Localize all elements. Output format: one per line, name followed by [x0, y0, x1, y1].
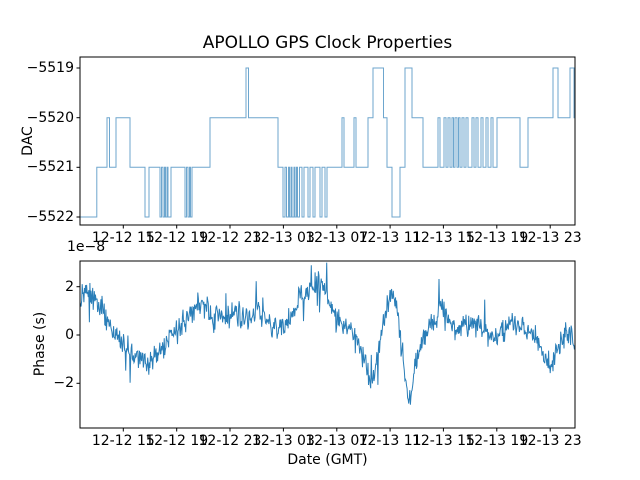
x-tick-label-top: 12-13 11	[358, 230, 422, 246]
x-tick-label-bottom: 12-13 11	[358, 433, 422, 449]
x-tick-label-bottom: 12-12 23	[198, 433, 262, 449]
dac-axis-label: DAC	[20, 126, 36, 156]
dac-series-line	[80, 67, 575, 218]
x-tick-label-bottom: 12-13 07	[305, 433, 369, 449]
x-tick-label-top: 12-13 03	[251, 230, 315, 246]
phase-series-line	[80, 262, 575, 405]
x-tick-label-top: 12-13 07	[305, 230, 369, 246]
phase-tick-label: 0	[65, 327, 74, 343]
x-tick-label-bottom: 12-13 03	[251, 433, 315, 449]
x-tick-label-top: 12-12 19	[145, 230, 209, 246]
phase-tick-label: −2	[53, 375, 74, 392]
x-tick-label-top: 12-13 23	[518, 230, 582, 246]
x-tick-label-bottom: 12-13 15	[411, 433, 475, 449]
dac-tick-label: −5521	[26, 159, 74, 176]
x-tick-label-bottom: 12-12 19	[145, 433, 209, 449]
plot-title: APOLLO GPS Clock Properties	[202, 33, 453, 53]
dac-tick-label: −5522	[26, 208, 74, 225]
x-tick-label-bottom: 12-12 15	[91, 433, 155, 449]
x-tick-label-top: 12-12 23	[198, 230, 262, 246]
y-offset-text: 1e−8	[67, 239, 106, 255]
x-tick-label-bottom: 12-13 23	[518, 433, 582, 449]
x-axis-label: Date (GMT)	[287, 452, 368, 468]
dac-tick-label: −5519	[26, 60, 74, 76]
top-axes-frame	[79, 56, 576, 226]
x-tick-label-top: 12-13 15	[411, 230, 475, 246]
bottom-axes-frame	[79, 260, 576, 429]
x-tick-label-bottom: 12-13 19	[465, 433, 529, 449]
phase-axis-label: Phase (s)	[32, 311, 48, 377]
dac-tick-label: −5520	[26, 109, 74, 126]
phase-tick-label: 2	[65, 278, 74, 295]
x-tick-label-top: 12-13 19	[465, 230, 529, 246]
x-tick-label-top: 12-12 15	[91, 230, 155, 246]
